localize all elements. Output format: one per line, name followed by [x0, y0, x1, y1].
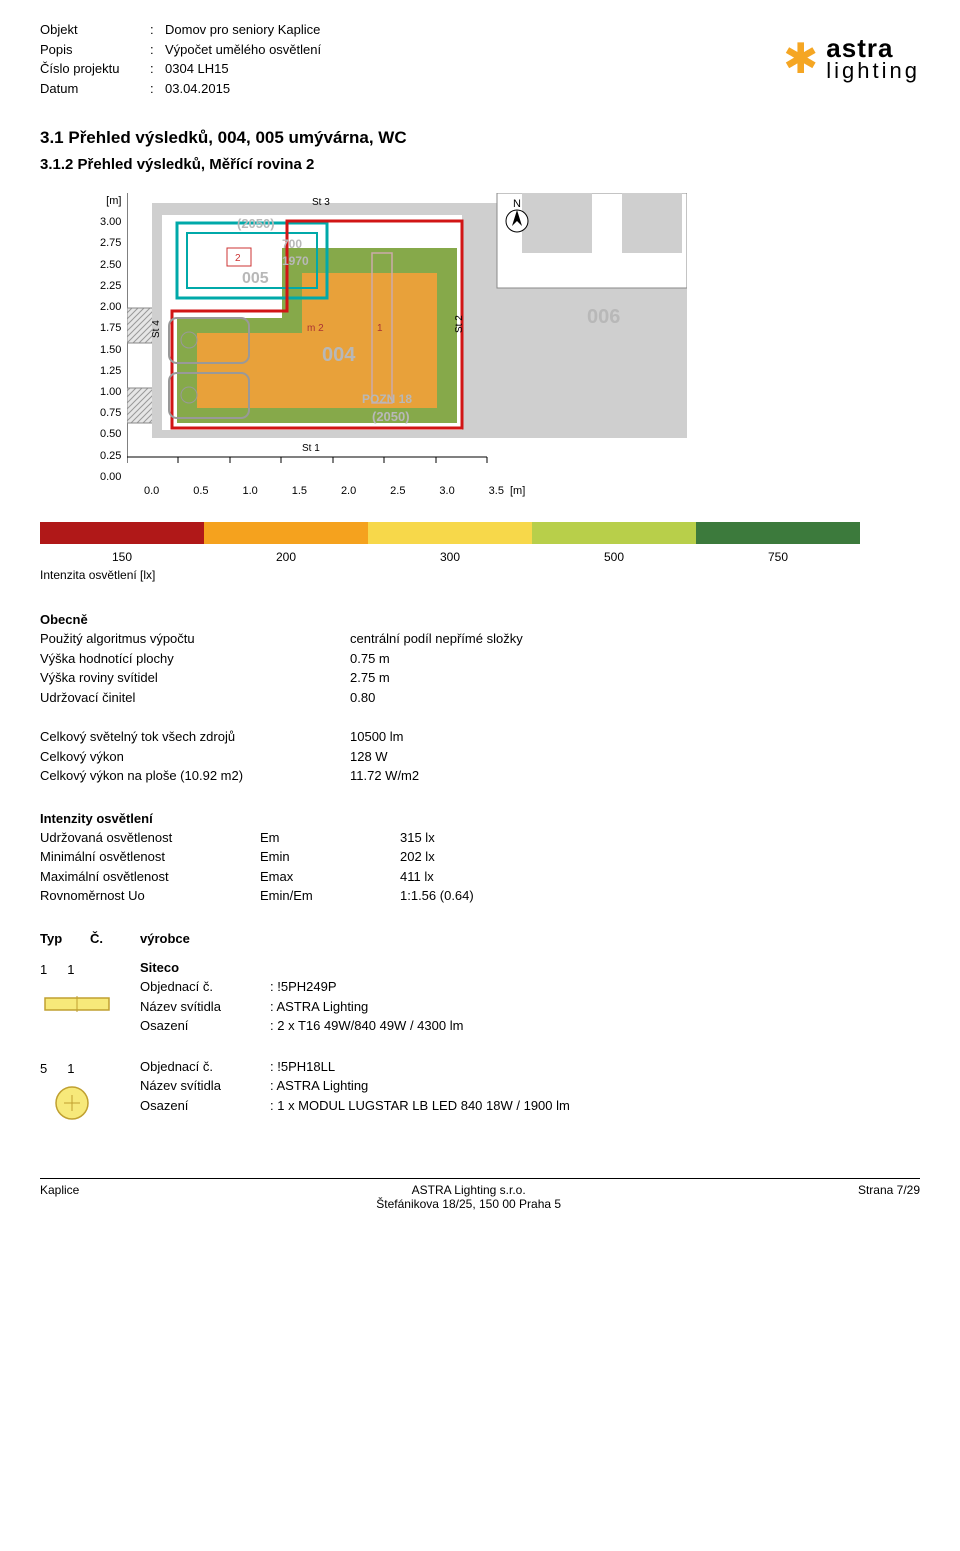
svg-text:006: 006 [587, 306, 620, 328]
floorplan-svg: 2 m 2 1 St 3 St 2 St 4 St 1 (2050) (2050… [127, 193, 687, 483]
totals-section: Celkový světelný tok všech zdrojů10500 l… [40, 727, 920, 786]
footer-company: ASTRA Lighting s.r.o. [79, 1183, 858, 1197]
color-legend-bar [40, 522, 860, 544]
legend-swatch [204, 522, 368, 544]
luminaire-count: 1 [67, 1059, 74, 1079]
footer-page: Strana 7/29 [858, 1183, 920, 1211]
astra-logo: ✱ astra lighting [783, 20, 920, 98]
y-axis-unit: [m] [106, 195, 121, 207]
general-section: Obecně Použitý algoritmus výpočtucentrál… [40, 612, 920, 707]
x-axis: 0.0 0.5 1.0 1.5 2.0 2.5 3.0 3.5 [144, 485, 504, 497]
header-meta: Objekt : Domov pro seniory Kaplice Popis… [40, 20, 321, 98]
svg-text:(2050): (2050) [372, 409, 410, 424]
object-label: Objekt [40, 20, 150, 40]
legend-axis-label: Intenzita osvětlení [lx] [40, 568, 920, 582]
star-icon: ✱ [783, 38, 818, 80]
section-title: 3.1 Přehled výsledků, 004, 005 umývárna,… [40, 128, 920, 148]
luminaire-typ: 5 [40, 1059, 47, 1079]
page-header: Objekt : Domov pro seniory Kaplice Popis… [40, 20, 920, 98]
svg-text:(2050): (2050) [237, 216, 275, 231]
y-axis: [m] 3.00 2.75 2.50 2.25 2.00 1.75 1.50 1… [100, 193, 121, 483]
footer-left: Kaplice [40, 1183, 79, 1211]
date-value: 03.04.2015 [165, 79, 230, 99]
luminaire-maker: Siteco [140, 958, 463, 978]
svg-text:St 1: St 1 [302, 443, 320, 454]
projnum-label: Číslo projektu [40, 59, 150, 79]
luminaire-typ: 1 [40, 960, 47, 980]
desc-value: Výpočet umělého osvětlení [165, 40, 321, 60]
desc-label: Popis [40, 40, 150, 60]
x-axis-unit: [m] [510, 485, 525, 497]
svg-text:700: 700 [282, 237, 302, 251]
svg-text:St 3: St 3 [312, 197, 330, 208]
logo-text-bottom: lighting [826, 61, 920, 81]
svg-text:1: 1 [377, 323, 383, 334]
floorplan-chart: [m] 3.00 2.75 2.50 2.25 2.00 1.75 1.50 1… [100, 193, 920, 497]
luminaire-table-header: Typ Č. výrobce [40, 931, 920, 946]
svg-text:N: N [513, 198, 521, 210]
svg-text:2: 2 [235, 253, 241, 264]
subsection-title: 3.1.2 Přehled výsledků, Měřící rovina 2 [40, 156, 920, 173]
general-title: Obecně [40, 612, 920, 627]
legend-swatch [40, 522, 204, 544]
intensities-title: Intenzity osvětlení [40, 811, 920, 826]
svg-text:m 2: m 2 [307, 323, 324, 334]
legend-swatch [368, 522, 532, 544]
svg-text:St 4: St 4 [151, 320, 162, 338]
object-value: Domov pro seniory Kaplice [165, 20, 320, 40]
svg-text:1970: 1970 [282, 254, 309, 268]
legend-swatch [696, 522, 860, 544]
svg-text:POZN 18: POZN 18 [362, 392, 412, 406]
svg-text:St 2: St 2 [454, 315, 465, 333]
svg-text:004: 004 [322, 344, 356, 366]
intensities-section: Intenzity osvětlení Udržovaná osvětlenos… [40, 811, 920, 906]
legend-swatch [532, 522, 696, 544]
date-label: Datum [40, 79, 150, 99]
footer-address: Štefánikova 18/25, 150 00 Praha 5 [79, 1197, 858, 1211]
projnum-value: 0304 LH15 [165, 59, 229, 79]
page-footer: Kaplice ASTRA Lighting s.r.o. Štefánikov… [40, 1178, 920, 1211]
luminaire-count: 1 [67, 960, 74, 980]
legend-values: 150 200 300 500 750 [40, 550, 860, 564]
svg-text:005: 005 [242, 270, 269, 287]
